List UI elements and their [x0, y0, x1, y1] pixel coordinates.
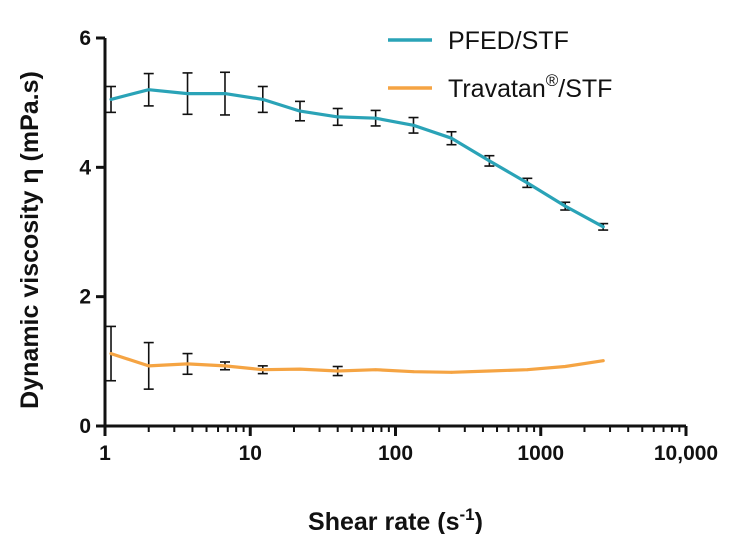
x-axis-title: Shear rate (s-1) — [308, 505, 483, 534]
data-point — [487, 369, 491, 373]
y-tick-label: 6 — [79, 27, 91, 50]
legend-label: Travatan®/STF — [448, 71, 612, 103]
x-tick-label: 1 — [99, 442, 111, 465]
series-0 — [106, 71, 609, 231]
axes: 0 2 4 6 1 10 100 1000 10,000 Shear rate (s-1) Dyna… — [16, 27, 718, 534]
data-point — [374, 116, 378, 120]
data-point — [374, 368, 378, 372]
data-point — [450, 136, 453, 140]
data-point — [450, 370, 453, 374]
data-point — [109, 352, 113, 355]
data-point — [525, 181, 529, 185]
data-point — [223, 364, 227, 368]
x-tick-label: 1000 — [517, 442, 564, 465]
data-point — [412, 370, 415, 374]
series-1 — [106, 325, 605, 390]
y-tick-label: 2 — [79, 286, 91, 309]
data-point — [412, 123, 415, 127]
y-tick-label: 0 — [79, 415, 91, 438]
legend-label: PFED/STF — [448, 27, 569, 55]
data-point — [109, 98, 113, 101]
data-point — [223, 92, 227, 96]
series-line — [109, 352, 605, 374]
x-tick-label: 10,000 — [654, 442, 718, 465]
x-tick-label: 100 — [378, 442, 413, 465]
data-point — [261, 368, 265, 372]
data-point — [186, 92, 189, 96]
y-axis-title: Dynamic viscosity η (mPa.s) — [16, 71, 44, 409]
data-point — [487, 159, 491, 163]
data-point — [601, 359, 605, 363]
data-point — [147, 364, 151, 368]
data-point — [261, 98, 265, 101]
series-layer — [106, 71, 609, 390]
data-point — [525, 368, 529, 372]
data-point — [336, 115, 340, 119]
data-point — [563, 204, 567, 208]
data-point — [298, 109, 302, 113]
legend: PFED/STF Travatan®/STF — [388, 27, 612, 103]
x-tick-label: 10 — [239, 442, 262, 465]
y-tick-label: 4 — [79, 156, 91, 179]
data-point — [298, 367, 302, 371]
data-point — [186, 362, 189, 366]
data-point — [563, 365, 567, 368]
series-line — [109, 88, 605, 229]
data-point — [336, 369, 340, 373]
data-point — [147, 88, 151, 92]
data-point — [601, 225, 605, 229]
